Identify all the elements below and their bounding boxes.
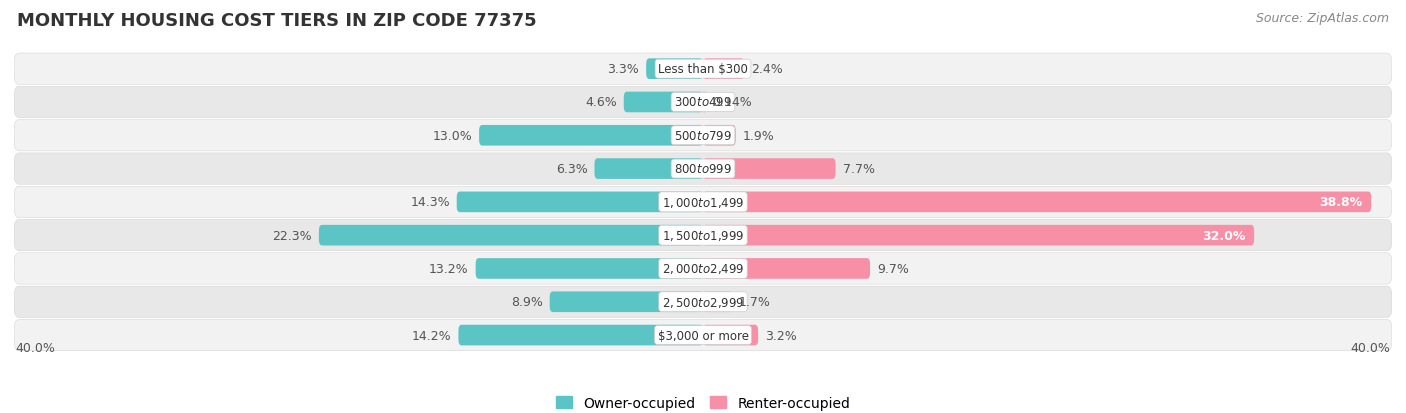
FancyBboxPatch shape (14, 120, 1392, 152)
FancyBboxPatch shape (479, 126, 703, 146)
FancyBboxPatch shape (14, 154, 1392, 185)
Text: 7.7%: 7.7% (842, 163, 875, 176)
Text: $2,000 to $2,499: $2,000 to $2,499 (662, 262, 744, 276)
FancyBboxPatch shape (458, 325, 703, 346)
FancyBboxPatch shape (457, 192, 703, 213)
Text: $300 to $499: $300 to $499 (673, 96, 733, 109)
Text: $2,500 to $2,999: $2,500 to $2,999 (662, 295, 744, 309)
Text: 14.3%: 14.3% (411, 196, 450, 209)
FancyBboxPatch shape (14, 220, 1392, 251)
FancyBboxPatch shape (475, 259, 703, 279)
Text: 1.9%: 1.9% (742, 129, 775, 142)
FancyBboxPatch shape (703, 325, 758, 346)
FancyBboxPatch shape (14, 320, 1392, 351)
Text: 1.7%: 1.7% (740, 296, 770, 309)
FancyBboxPatch shape (319, 225, 703, 246)
Text: $3,000 or more: $3,000 or more (658, 329, 748, 342)
Text: 4.6%: 4.6% (585, 96, 617, 109)
Text: $1,000 to $1,499: $1,000 to $1,499 (662, 195, 744, 209)
Text: $800 to $999: $800 to $999 (673, 163, 733, 176)
Text: 8.9%: 8.9% (510, 296, 543, 309)
FancyBboxPatch shape (703, 259, 870, 279)
Text: 14.2%: 14.2% (412, 329, 451, 342)
FancyBboxPatch shape (703, 93, 706, 113)
Text: Less than $300: Less than $300 (658, 63, 748, 76)
FancyBboxPatch shape (647, 59, 703, 80)
Text: Source: ZipAtlas.com: Source: ZipAtlas.com (1256, 12, 1389, 25)
FancyBboxPatch shape (703, 192, 1371, 213)
FancyBboxPatch shape (14, 253, 1392, 285)
Text: $1,500 to $1,999: $1,500 to $1,999 (662, 229, 744, 242)
Text: 32.0%: 32.0% (1202, 229, 1246, 242)
Text: 3.2%: 3.2% (765, 329, 797, 342)
FancyBboxPatch shape (703, 159, 835, 179)
Text: 2.4%: 2.4% (751, 63, 783, 76)
Legend: Owner-occupied, Renter-occupied: Owner-occupied, Renter-occupied (550, 390, 856, 413)
FancyBboxPatch shape (14, 87, 1392, 118)
FancyBboxPatch shape (14, 287, 1392, 318)
Text: 13.0%: 13.0% (433, 129, 472, 142)
Text: 40.0%: 40.0% (1350, 342, 1391, 354)
FancyBboxPatch shape (703, 225, 1254, 246)
FancyBboxPatch shape (624, 93, 703, 113)
Text: 3.3%: 3.3% (607, 63, 640, 76)
Text: 40.0%: 40.0% (15, 342, 56, 354)
Text: $500 to $799: $500 to $799 (673, 129, 733, 142)
Text: 22.3%: 22.3% (273, 229, 312, 242)
Text: 0.14%: 0.14% (713, 96, 752, 109)
FancyBboxPatch shape (703, 292, 733, 312)
FancyBboxPatch shape (595, 159, 703, 179)
FancyBboxPatch shape (703, 59, 744, 80)
FancyBboxPatch shape (550, 292, 703, 312)
Text: MONTHLY HOUSING COST TIERS IN ZIP CODE 77375: MONTHLY HOUSING COST TIERS IN ZIP CODE 7… (17, 12, 537, 30)
Text: 6.3%: 6.3% (555, 163, 588, 176)
FancyBboxPatch shape (14, 187, 1392, 218)
FancyBboxPatch shape (703, 126, 735, 146)
Text: 13.2%: 13.2% (429, 262, 468, 275)
Text: 38.8%: 38.8% (1320, 196, 1362, 209)
FancyBboxPatch shape (14, 54, 1392, 85)
Text: 9.7%: 9.7% (877, 262, 908, 275)
